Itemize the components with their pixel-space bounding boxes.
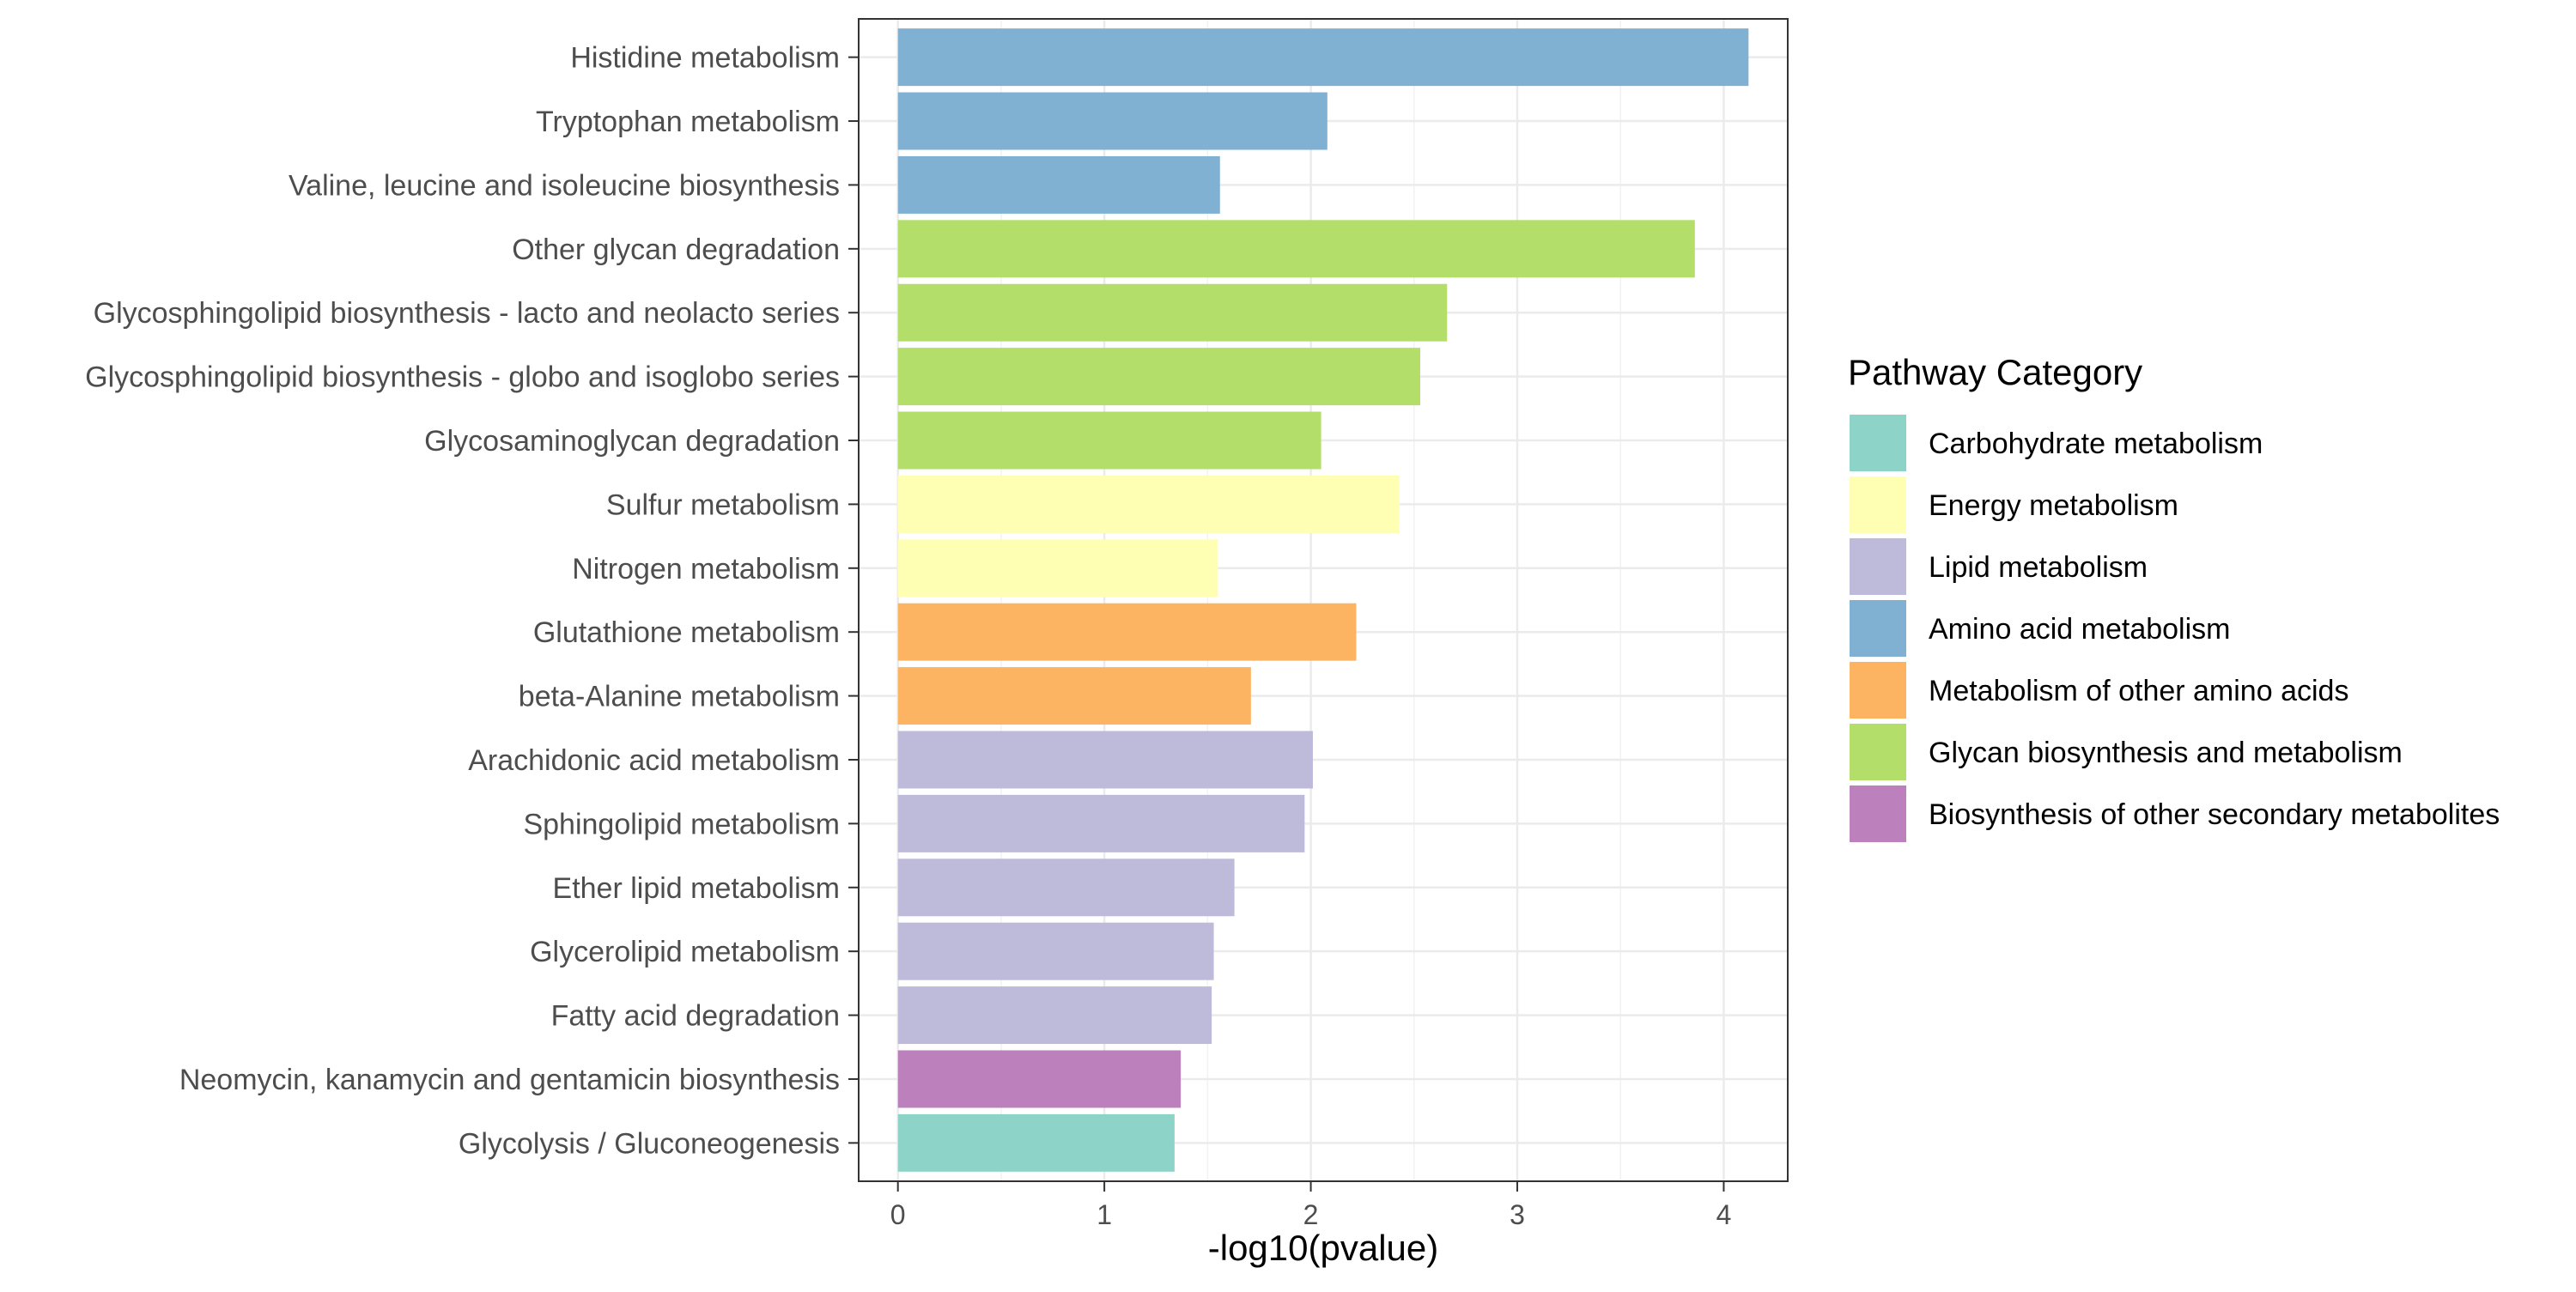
legend-label: Metabolism of other amino acids xyxy=(1929,675,2348,707)
y-tick-label: Glycerolipid metabolism xyxy=(530,936,840,968)
bar xyxy=(897,155,1220,214)
y-tick-label: Other glycan degradation xyxy=(512,234,840,266)
x-tick-label: 4 xyxy=(1716,1199,1732,1230)
y-tick-label: Neomycin, kanamycin and gentamicin biosy… xyxy=(179,1064,840,1096)
y-tick-label: Glycosaminoglycan degradation xyxy=(424,425,840,458)
bar xyxy=(897,348,1421,406)
legend-title: Pathway Category xyxy=(1848,352,2142,392)
bar xyxy=(897,1050,1182,1108)
bar xyxy=(897,794,1305,852)
bar xyxy=(897,1113,1175,1172)
bar xyxy=(897,411,1321,470)
y-tick-label: Glycosphingolipid biosynthesis - lacto a… xyxy=(94,297,840,330)
y-tick-label: Glycosphingolipid biosynthesis - globo a… xyxy=(85,361,840,394)
bar xyxy=(897,28,1749,87)
legend-label: Lipid metabolism xyxy=(1929,551,2148,584)
y-tick-label: beta-Alanine metabolism xyxy=(519,681,840,713)
y-tick-label: Ether lipid metabolism xyxy=(553,872,840,905)
y-tick-label: Glutathione metabolism xyxy=(533,616,840,649)
legend-label: Biosynthesis of other secondary metaboli… xyxy=(1929,798,2500,831)
y-axis: Histidine metabolism Tryptophan metabolis… xyxy=(85,42,859,1160)
x-tick-label: 1 xyxy=(1097,1199,1112,1230)
x-tick-label: 2 xyxy=(1303,1199,1319,1230)
legend-swatch xyxy=(1850,538,1906,595)
bar xyxy=(897,667,1251,725)
y-tick-label: Histidine metabolism xyxy=(570,42,840,75)
legend-label: Carbohydrate metabolism xyxy=(1929,428,2263,460)
legend: Pathway Category Carbohydrate metabolism… xyxy=(1848,352,2500,842)
x-tick-label: 0 xyxy=(890,1199,906,1230)
legend-label: Energy metabolism xyxy=(1929,489,2178,522)
y-tick-label: Nitrogen metabolism xyxy=(572,553,840,585)
bar xyxy=(897,220,1695,278)
bar xyxy=(897,539,1218,597)
y-tick-label: Fatty acid degradation xyxy=(551,1000,840,1033)
bar xyxy=(897,986,1212,1045)
bar xyxy=(897,922,1214,980)
bar xyxy=(897,603,1357,661)
legend-label: Amino acid metabolism xyxy=(1929,613,2230,646)
x-axis-title: -log10(pvalue) xyxy=(1208,1228,1439,1268)
legend-swatch xyxy=(1850,476,1906,533)
bar xyxy=(897,283,1448,342)
y-tick-label: Arachidonic acid metabolism xyxy=(468,744,840,777)
bar xyxy=(897,858,1235,917)
y-tick-label: Tryptophan metabolism xyxy=(536,106,840,138)
bar-layer xyxy=(897,28,1749,1172)
legend-swatch xyxy=(1850,786,1906,842)
bar xyxy=(897,92,1327,150)
legend-label: Glycan biosynthesis and metabolism xyxy=(1929,737,2403,769)
legend-swatch xyxy=(1850,662,1906,719)
y-tick-label: Valine, leucine and isoleucine biosynthe… xyxy=(289,169,840,202)
legend-swatch xyxy=(1850,415,1906,471)
y-tick-label: Glycolysis / Gluconeogenesis xyxy=(459,1127,840,1160)
panel-border xyxy=(858,18,1789,1182)
y-tick-label: Sulfur metabolism xyxy=(606,488,840,521)
bar xyxy=(897,731,1313,789)
x-axis: 0 1 2 3 4 xyxy=(890,1181,1732,1230)
x-tick-label: 3 xyxy=(1510,1199,1525,1230)
bar xyxy=(897,475,1400,533)
legend-swatch xyxy=(1850,600,1906,657)
y-tick-label: Sphingolipid metabolism xyxy=(523,808,840,840)
legend-swatch xyxy=(1850,724,1906,780)
